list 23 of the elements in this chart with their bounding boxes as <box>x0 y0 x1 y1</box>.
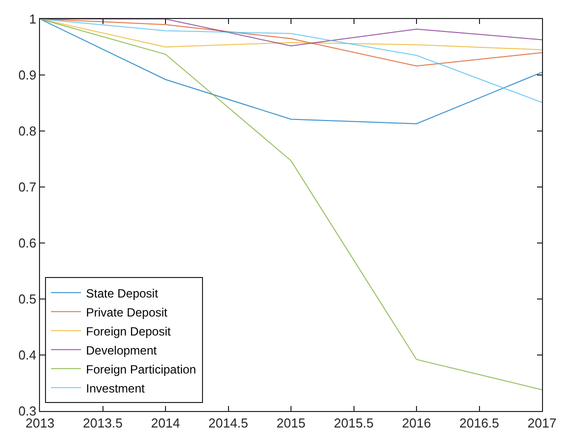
x-tick-label: 2015 <box>276 416 306 431</box>
y-tick-label: 0.8 <box>18 124 36 139</box>
y-tick-label: 0.7 <box>18 180 36 195</box>
legend-label: State Deposit <box>86 286 159 300</box>
x-tick-label: 2016.5 <box>459 416 500 431</box>
x-tick-label: 2014 <box>151 416 180 431</box>
x-tick-label: 2015.5 <box>334 416 374 431</box>
legend-label: Private Deposit <box>86 305 168 320</box>
y-tick-label: 1 <box>29 12 36 27</box>
y-tick-label: 0.9 <box>18 68 36 83</box>
x-tick-label: 2013.5 <box>82 416 123 431</box>
legend-label: Foreign Participation <box>86 362 196 376</box>
legend-label: Development <box>86 343 158 358</box>
legend-label: Foreign Deposit <box>86 324 172 338</box>
y-tick-label: 0.5 <box>18 292 36 307</box>
y-tick-label: 0.6 <box>18 236 36 251</box>
line-series <box>40 19 542 124</box>
x-tick-label: 2017 <box>528 416 556 431</box>
y-tick-label: 0.4 <box>18 348 36 363</box>
legend-label: Investment <box>86 381 146 396</box>
line-series <box>40 19 542 103</box>
x-tick-label: 2014.5 <box>208 416 248 431</box>
x-tick-label: 2016 <box>402 416 431 431</box>
